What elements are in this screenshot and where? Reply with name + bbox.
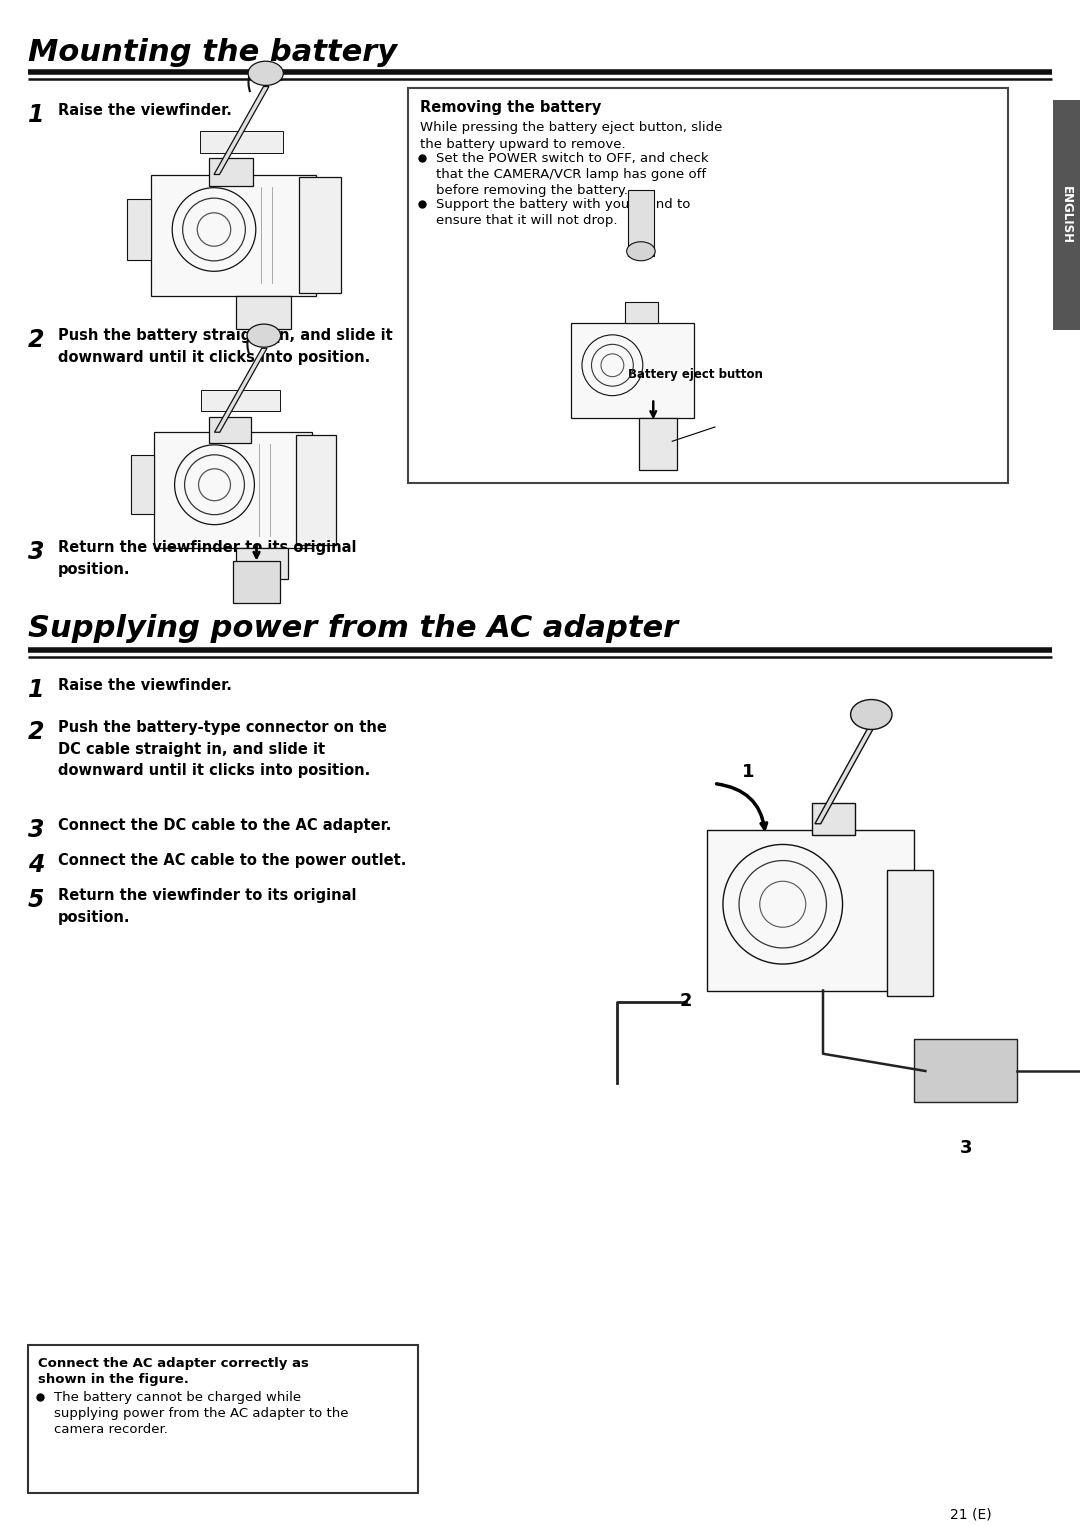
Text: camera recorder.: camera recorder. bbox=[54, 1424, 167, 1436]
Ellipse shape bbox=[851, 699, 892, 729]
Text: 4: 4 bbox=[28, 853, 44, 877]
Text: Return the viewfinder to its original
position.: Return the viewfinder to its original po… bbox=[58, 540, 356, 577]
Bar bbox=[811, 803, 855, 835]
Bar bbox=[887, 870, 933, 996]
Text: ENGLISH: ENGLISH bbox=[1059, 186, 1072, 244]
Text: Battery eject button: Battery eject button bbox=[627, 368, 762, 382]
Ellipse shape bbox=[247, 324, 281, 348]
Text: ensure that it will not drop.: ensure that it will not drop. bbox=[436, 214, 618, 227]
Text: shown in the figure.: shown in the figure. bbox=[38, 1373, 189, 1386]
Text: that the CAMERA/VCR lamp has gone off: that the CAMERA/VCR lamp has gone off bbox=[436, 168, 706, 182]
Text: 2: 2 bbox=[680, 992, 692, 1010]
Text: 3: 3 bbox=[959, 1138, 972, 1157]
Text: Set the POWER switch to OFF, and check: Set the POWER switch to OFF, and check bbox=[436, 153, 708, 165]
Polygon shape bbox=[815, 726, 875, 824]
Bar bbox=[233, 562, 280, 603]
Text: Connect the AC cable to the power outlet.: Connect the AC cable to the power outlet… bbox=[58, 853, 406, 868]
Bar bbox=[914, 1039, 1017, 1102]
Bar bbox=[126, 198, 151, 261]
Text: 1: 1 bbox=[28, 102, 44, 127]
Text: Push the battery-type connector on the
DC cable straight in, and slide it
downwa: Push the battery-type connector on the D… bbox=[58, 720, 387, 778]
Text: before removing the battery.: before removing the battery. bbox=[436, 185, 627, 197]
Ellipse shape bbox=[248, 61, 283, 85]
Text: 3: 3 bbox=[28, 818, 44, 842]
Bar bbox=[639, 418, 677, 470]
Bar bbox=[151, 174, 315, 296]
Text: Removing the battery: Removing the battery bbox=[420, 101, 602, 114]
Text: Connect the DC cable to the AC adapter.: Connect the DC cable to the AC adapter. bbox=[58, 818, 391, 833]
Bar bbox=[131, 455, 154, 514]
Bar bbox=[210, 417, 252, 443]
Bar bbox=[208, 159, 253, 186]
Text: 3: 3 bbox=[28, 540, 44, 565]
Bar bbox=[624, 302, 658, 322]
Text: Mounting the battery: Mounting the battery bbox=[28, 38, 397, 67]
Bar bbox=[570, 322, 694, 418]
Text: 5: 5 bbox=[28, 888, 44, 913]
Bar bbox=[296, 435, 336, 545]
Text: Push the battery straight in, and slide it
downward until it clicks into positio: Push the battery straight in, and slide … bbox=[58, 328, 393, 365]
Text: Raise the viewfinder.: Raise the viewfinder. bbox=[58, 102, 232, 118]
Bar bbox=[627, 189, 654, 256]
Text: 1: 1 bbox=[742, 763, 755, 781]
Text: Return the viewfinder to its original
position.: Return the viewfinder to its original po… bbox=[58, 888, 356, 925]
Bar bbox=[200, 131, 283, 153]
Ellipse shape bbox=[626, 241, 656, 261]
Polygon shape bbox=[214, 87, 269, 174]
Text: 2: 2 bbox=[28, 720, 44, 745]
Text: Raise the viewfinder.: Raise the viewfinder. bbox=[58, 678, 232, 693]
Bar bbox=[28, 1344, 418, 1492]
Text: supplying power from the AC adapter to the: supplying power from the AC adapter to t… bbox=[54, 1407, 349, 1421]
Bar bbox=[1053, 101, 1080, 330]
Bar bbox=[299, 177, 341, 293]
Bar bbox=[235, 548, 288, 580]
Text: The battery cannot be charged while: The battery cannot be charged while bbox=[54, 1392, 301, 1404]
Text: 1: 1 bbox=[28, 678, 44, 702]
Bar bbox=[408, 89, 1008, 484]
Text: the battery upward to remove.: the battery upward to remove. bbox=[420, 137, 625, 151]
Text: While pressing the battery eject button, slide: While pressing the battery eject button,… bbox=[420, 121, 723, 134]
Text: Supplying power from the AC adapter: Supplying power from the AC adapter bbox=[28, 613, 678, 642]
Text: 21 (E): 21 (E) bbox=[950, 1508, 991, 1521]
Text: Support the battery with your hand to: Support the battery with your hand to bbox=[436, 198, 690, 211]
Bar bbox=[154, 432, 312, 548]
Text: 2: 2 bbox=[28, 328, 44, 353]
Bar bbox=[237, 296, 291, 328]
Bar bbox=[201, 391, 280, 410]
Text: Connect the AC adapter correctly as: Connect the AC adapter correctly as bbox=[38, 1357, 309, 1370]
Polygon shape bbox=[215, 348, 267, 432]
Bar bbox=[706, 830, 914, 990]
